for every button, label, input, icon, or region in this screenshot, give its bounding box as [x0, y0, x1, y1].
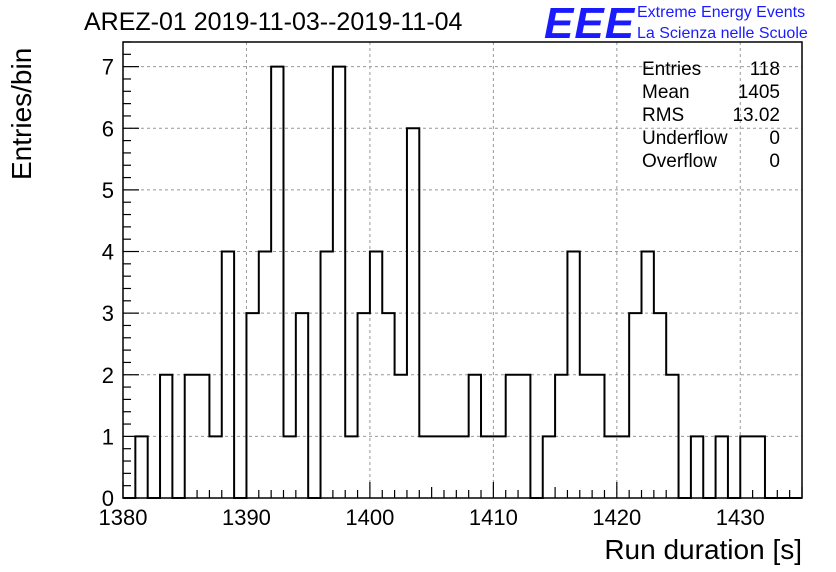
histogram-bin [691, 436, 703, 498]
histogram-bin [543, 436, 555, 498]
histogram-bin [382, 313, 394, 498]
histogram-bin [296, 313, 308, 498]
histogram-bin [135, 436, 147, 498]
histogram-bin [753, 436, 765, 498]
histogram-bin [493, 436, 505, 498]
x-axis-label: Run duration [s] [604, 534, 802, 565]
chart-title: AREZ-01 2019-11-03--2019-11-04 [84, 8, 463, 36]
stats-row-overflow: Overflow 0 [642, 151, 780, 172]
stats-row-underflow: Underflow 0 [642, 128, 780, 149]
x-tick-label: 1380 [99, 505, 148, 530]
stats-row-rms: RMS 13.02 [642, 105, 780, 126]
y-axis-label: Entries/bin [6, 47, 37, 180]
logo-text: Extreme Energy Events La Scienza nelle S… [637, 2, 808, 44]
y-tick-label: 3 [102, 301, 114, 326]
histogram-bin [209, 436, 221, 498]
histogram-bin [456, 436, 468, 498]
histogram-bin [654, 313, 666, 498]
logo-line-1: Extreme Energy Events [637, 4, 806, 21]
y-tick-label: 7 [102, 55, 114, 80]
histogram-bin [481, 436, 493, 498]
histogram-bin [716, 436, 728, 498]
histogram-bin [358, 313, 370, 498]
x-tick-label: 1430 [716, 505, 765, 530]
histogram-bin [333, 67, 345, 498]
histogram-bin [283, 436, 295, 498]
stats-row-entries: Entries 118 [642, 59, 780, 80]
y-tick-label: 1 [102, 424, 114, 449]
x-tick-label: 1390 [222, 505, 271, 530]
histogram-bin [246, 313, 258, 498]
histogram-bin [629, 313, 641, 498]
histogram-series [123, 65, 802, 499]
histogram-bin [444, 436, 456, 498]
stats-box: Entries 118 Mean 1405 RMS 13.02 Underflow 0 … [642, 58, 780, 173]
y-tick-label: 0 [102, 486, 114, 511]
histogram-bin [432, 436, 444, 498]
x-tick-label: 1400 [345, 505, 394, 530]
histogram-bin [419, 436, 431, 498]
x-tick-label: 1410 [469, 505, 518, 530]
y-tick-label: 2 [102, 363, 114, 388]
histogram-bin [271, 67, 283, 498]
logo-line-2: La Scienza nelle Scuole [637, 25, 808, 42]
stats-row-mean: Mean 1405 [642, 82, 780, 103]
x-tick-label: 1420 [592, 505, 641, 530]
histogram-bin [617, 436, 629, 498]
y-tick-label: 4 [102, 240, 114, 265]
y-tick-label: 5 [102, 178, 114, 203]
plot-frame [122, 41, 803, 499]
y-tick-label: 6 [102, 116, 114, 141]
histogram-bin [740, 436, 752, 498]
histogram-bin [604, 436, 616, 498]
eee-logo: EEE [544, 0, 636, 48]
histogram-bin [345, 436, 357, 498]
